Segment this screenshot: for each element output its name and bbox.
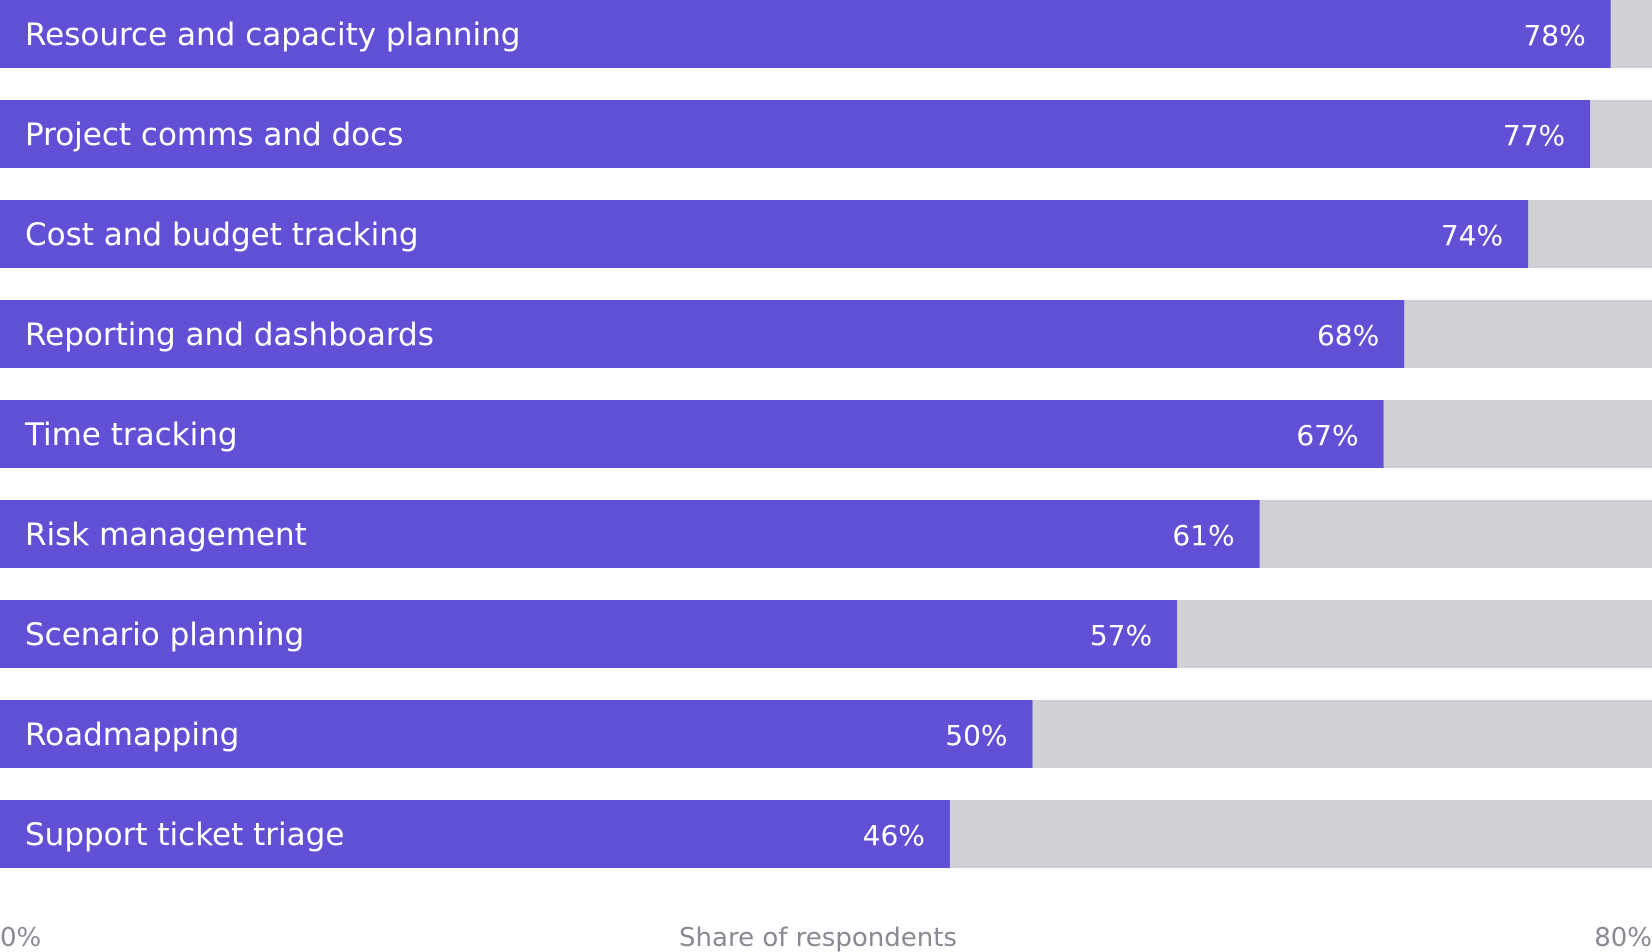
bar-category-label: Roadmapping bbox=[25, 717, 239, 753]
bar bbox=[0, 100, 1591, 168]
bar bbox=[0, 800, 950, 868]
bar-row: Scenario planning 57% bbox=[0, 600, 1652, 668]
bar-row: Roadmapping 50% bbox=[0, 700, 1652, 768]
bar-row: Project comms and docs 77% bbox=[0, 100, 1652, 168]
bar-value-label: 67% bbox=[1296, 419, 1358, 452]
bar bbox=[0, 600, 1178, 668]
bar-category-label: Cost and budget tracking bbox=[25, 217, 419, 253]
bar-category-label: Reporting and dashboards bbox=[25, 317, 434, 353]
bar-category-label: Risk management bbox=[25, 517, 307, 553]
bar-category-label: Resource and capacity planning bbox=[25, 17, 520, 53]
bar-category-label: Scenario planning bbox=[25, 617, 304, 653]
bar-row: Support ticket triage 46% bbox=[0, 800, 1652, 868]
bar-row: Time tracking 67% bbox=[0, 400, 1652, 468]
x-axis-title: Share of respondents bbox=[679, 923, 957, 952]
bar-category-label: Support ticket triage bbox=[25, 817, 344, 853]
bar bbox=[0, 200, 1529, 268]
bar-value-label: 61% bbox=[1172, 519, 1234, 552]
bar-value-label: 50% bbox=[945, 719, 1007, 752]
bar-row: Resource and capacity planning 78% bbox=[0, 0, 1652, 68]
bar-row: Risk management 61% bbox=[0, 500, 1652, 568]
bar-value-label: 46% bbox=[863, 819, 925, 852]
bars-group: Resource and capacity planning 78% Project… bbox=[0, 0, 1652, 868]
bar-value-label: 68% bbox=[1317, 319, 1379, 352]
bar bbox=[0, 400, 1384, 468]
bar bbox=[0, 500, 1260, 568]
bar-value-label: 77% bbox=[1503, 119, 1565, 152]
bar bbox=[0, 0, 1611, 68]
x-tick-min: 0% bbox=[0, 923, 41, 952]
bar-value-label: 78% bbox=[1523, 19, 1585, 52]
bar-value-label: 74% bbox=[1441, 219, 1503, 252]
bar-row: Reporting and dashboards 68% bbox=[0, 300, 1652, 368]
bar-category-label: Project comms and docs bbox=[25, 117, 403, 153]
x-tick-max: 80% bbox=[1594, 923, 1652, 952]
bar bbox=[0, 300, 1405, 368]
bar-value-label: 57% bbox=[1090, 619, 1152, 652]
bar-row: Cost and budget tracking 74% bbox=[0, 200, 1652, 268]
x-axis: 0% Share of respondents 80% bbox=[0, 923, 1652, 952]
bar bbox=[0, 700, 1033, 768]
bar-category-label: Time tracking bbox=[24, 417, 238, 453]
